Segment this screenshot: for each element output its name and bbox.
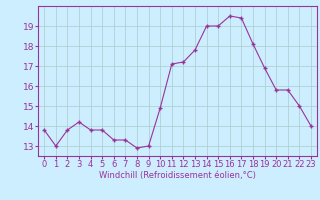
X-axis label: Windchill (Refroidissement éolien,°C): Windchill (Refroidissement éolien,°C) (99, 171, 256, 180)
